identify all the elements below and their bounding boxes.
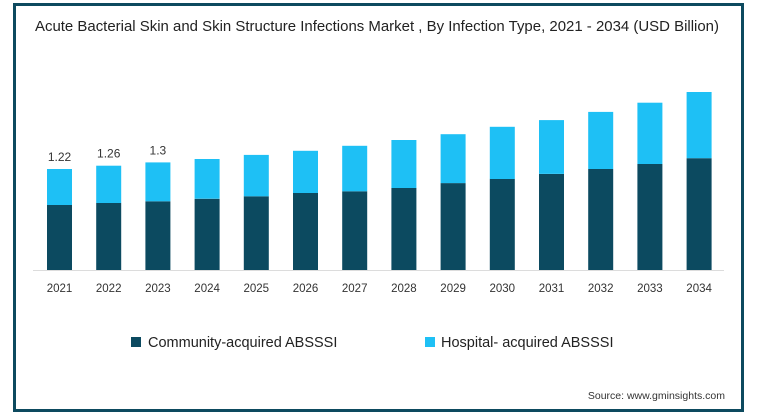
x-tick-label: 2034 <box>686 283 712 295</box>
x-tick-label: 2026 <box>293 283 319 295</box>
bar-hospital-2027 <box>342 145 368 192</box>
bar-hospital-2030 <box>489 126 515 179</box>
x-tick-label: 2022 <box>96 283 122 295</box>
bar-community-2027 <box>342 191 368 270</box>
bar-community-2026 <box>293 193 318 270</box>
x-tick-label: 2028 <box>391 283 417 295</box>
bars-group <box>47 92 712 270</box>
data-label: 1.3 <box>150 143 167 157</box>
bar-hospital-2025 <box>243 154 269 197</box>
data-label: 1.22 <box>48 150 72 164</box>
bar-hospital-2029 <box>440 134 466 184</box>
bar-hospital-2031 <box>539 120 564 174</box>
bar-community-2025 <box>243 196 269 270</box>
x-tick-label: 2023 <box>145 283 171 295</box>
bar-community-2028 <box>391 188 417 270</box>
source-note: Source: www.gminsights.com <box>588 390 725 402</box>
legend: Community-acquired ABSSSI Hospital- acqu… <box>131 335 613 351</box>
bar-community-2032 <box>588 169 614 270</box>
bar-hospital-2028 <box>391 140 417 188</box>
bar-community-2023 <box>145 201 171 270</box>
bar-hospital-2026 <box>293 150 318 193</box>
x-tick-label: 2029 <box>440 283 466 295</box>
bar-community-2033 <box>637 164 663 270</box>
bar-community-2029 <box>440 183 466 270</box>
bar-hospital-2021 <box>47 169 72 205</box>
bar-community-2030 <box>489 178 515 270</box>
bar-community-2034 <box>686 158 712 270</box>
x-tick-label: 2033 <box>637 283 663 295</box>
bar-hospital-2034 <box>686 92 712 159</box>
chart-title: Acute Bacterial Skin and Skin Structure … <box>35 18 719 35</box>
bar-hospital-2024 <box>194 159 220 199</box>
x-tick-label: 2021 <box>47 283 73 295</box>
legend-label-hospital: Hospital- acquired ABSSSI <box>441 335 613 351</box>
x-tick-label: 2032 <box>588 283 614 295</box>
x-tick-label: 2025 <box>244 283 270 295</box>
bar-community-2024 <box>194 198 220 270</box>
legend-marker-hospital <box>425 337 435 347</box>
data-label: 1.26 <box>97 147 121 161</box>
x-tick-label: 2024 <box>194 283 220 295</box>
x-tick-label: 2027 <box>342 283 368 295</box>
bar-hospital-2032 <box>588 111 614 169</box>
bar-community-2021 <box>47 205 72 270</box>
x-tick-label: 2031 <box>539 283 565 295</box>
bar-hospital-2023 <box>145 162 171 202</box>
legend-marker-community <box>131 337 141 347</box>
bar-hospital-2033 <box>637 102 663 164</box>
x-tick-label: 2030 <box>490 283 516 295</box>
bar-community-2031 <box>539 174 564 270</box>
bar-community-2022 <box>96 202 122 270</box>
bar-hospital-2022 <box>96 165 122 203</box>
x-tick-labels: 2021 2022 2023 2024 2025 2026 2027 2028 2029 2030… <box>47 283 713 295</box>
legend-label-community: Community-acquired ABSSSI <box>148 335 337 351</box>
data-labels: 1.22 1.26 1.3 <box>48 143 167 164</box>
